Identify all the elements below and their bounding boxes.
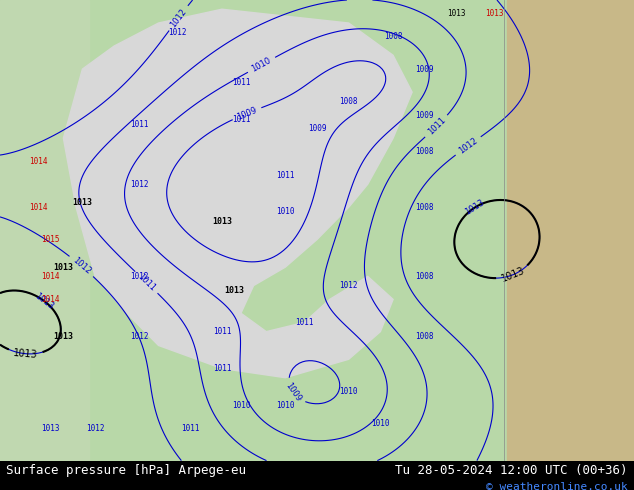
Text: 1013: 1013 (53, 332, 74, 341)
Text: 1011: 1011 (130, 120, 149, 129)
Text: 1010: 1010 (231, 401, 250, 410)
Text: 1014: 1014 (29, 157, 48, 166)
Text: 1011: 1011 (231, 78, 250, 87)
Text: 1012: 1012 (130, 332, 149, 341)
Text: 1012: 1012 (168, 28, 187, 37)
Text: 1009: 1009 (415, 65, 434, 74)
Text: 1008: 1008 (339, 97, 358, 106)
Bar (0, 0, 507, 461)
Text: 1011: 1011 (181, 424, 200, 433)
Text: 1013: 1013 (463, 198, 486, 217)
Text: 1011: 1011 (426, 116, 447, 137)
Text: 1009: 1009 (235, 105, 258, 122)
Text: 1012: 1012 (169, 7, 188, 29)
Text: 1008: 1008 (384, 32, 403, 41)
Text: 1008: 1008 (415, 272, 434, 281)
Bar (0, 0, 89, 461)
Text: 1013: 1013 (13, 348, 38, 360)
Text: 1012: 1012 (130, 272, 149, 281)
Text: 1010: 1010 (276, 207, 295, 217)
Text: 1012: 1012 (70, 256, 93, 276)
Text: 1008: 1008 (415, 147, 434, 156)
Text: 1013: 1013 (500, 266, 526, 284)
Text: Tu 28-05-2024 12:00 UTC (00+36): Tu 28-05-2024 12:00 UTC (00+36) (395, 465, 628, 477)
Text: 1013: 1013 (53, 263, 74, 271)
Text: 1011: 1011 (136, 272, 157, 293)
Text: 1012: 1012 (339, 281, 358, 290)
Text: 1011: 1011 (212, 327, 231, 336)
Text: 1009: 1009 (283, 381, 303, 404)
Bar (507, 0, 634, 461)
Polygon shape (63, 9, 412, 378)
Text: 1010: 1010 (276, 401, 295, 410)
Text: 1014: 1014 (29, 203, 48, 212)
Text: 1014: 1014 (41, 272, 60, 281)
Text: 1010: 1010 (371, 419, 390, 428)
Text: 1009: 1009 (415, 111, 434, 120)
Text: 1013: 1013 (447, 9, 466, 18)
Text: Surface pressure [hPa] Arpege-eu: Surface pressure [hPa] Arpege-eu (6, 465, 247, 477)
Text: 1013: 1013 (72, 198, 93, 207)
Text: 1010: 1010 (250, 56, 273, 74)
Text: 1013: 1013 (224, 286, 245, 294)
Text: 1014: 1014 (41, 295, 60, 304)
Text: 1015: 1015 (41, 235, 60, 244)
Text: 1011: 1011 (276, 171, 295, 179)
Text: 1012: 1012 (130, 180, 149, 189)
Text: 1009: 1009 (307, 124, 327, 133)
Text: 1012: 1012 (457, 136, 479, 156)
Text: © weatheronline.co.uk: © weatheronline.co.uk (486, 482, 628, 490)
Text: 1012: 1012 (86, 424, 105, 433)
Text: 1008: 1008 (415, 332, 434, 341)
Text: 1013: 1013 (41, 424, 60, 433)
Text: 1013: 1013 (485, 9, 504, 18)
Text: 1011: 1011 (212, 364, 231, 373)
Text: 1013: 1013 (212, 217, 232, 225)
Text: 1010: 1010 (339, 387, 358, 396)
Text: 1013: 1013 (33, 291, 55, 311)
Text: 1011: 1011 (231, 115, 250, 124)
Text: 1008: 1008 (415, 203, 434, 212)
Text: 1011: 1011 (295, 318, 314, 327)
